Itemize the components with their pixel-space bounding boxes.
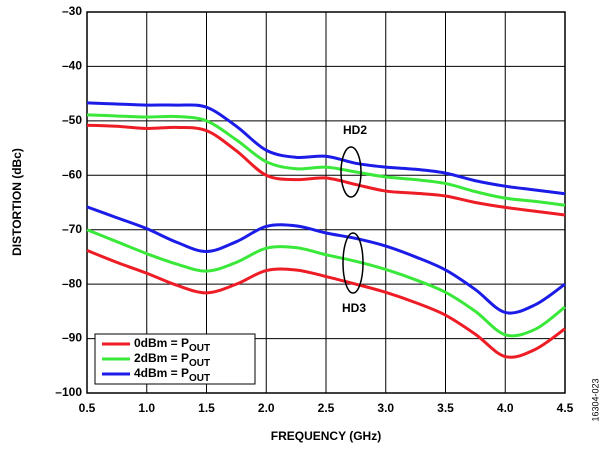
x-tick-label: 2.0 (258, 401, 275, 415)
lines (86, 101, 566, 359)
y-axis-label: DISTORTION (dBc) (10, 148, 24, 256)
series-line (86, 249, 566, 359)
y-tick-label: –60 (62, 167, 82, 181)
x-tick-label: 2.5 (318, 401, 335, 415)
x-tick-label: 3.5 (437, 401, 454, 415)
y-tick-label: –40 (62, 59, 82, 73)
x-tick-label: 0.5 (79, 401, 96, 415)
series-line (86, 113, 566, 207)
series-line (86, 123, 566, 217)
legend-label: 4dBm = POUT (134, 366, 210, 383)
hd2-ellipse (340, 146, 362, 198)
legend-subscript: OUT (189, 343, 210, 354)
y-tick-label: –90 (62, 331, 82, 345)
figure-id: 16304-023 (590, 378, 600, 421)
series-line (86, 228, 566, 338)
y-tick-label: –70 (62, 222, 82, 236)
x-tick-label: 1.0 (138, 401, 155, 415)
hd3-ellipse (342, 232, 364, 294)
y-tick-label: –50 (62, 113, 82, 127)
grid (86, 11, 566, 394)
legend-label: 2dBm = POUT (134, 351, 210, 368)
x-axis-label: FREQUENCY (GHz) (271, 429, 381, 443)
y-tick-label: –30 (62, 4, 82, 18)
x-tick-label: 4.5 (557, 401, 574, 415)
legend-name: 0dBm = P (134, 336, 189, 350)
plot-frame (86, 11, 566, 394)
legend-label: 0dBm = POUT (134, 336, 210, 353)
legend-subscript: OUT (189, 358, 210, 369)
annotation: HD2 (343, 123, 367, 137)
annotation: HD3 (342, 301, 366, 315)
legend-name: 2dBm = P (134, 351, 189, 365)
x-tick-label: 3.0 (377, 401, 394, 415)
x-tick-label: 1.5 (198, 401, 215, 415)
series-line (86, 205, 566, 315)
series-line (86, 101, 566, 196)
y-tick-label: –80 (62, 276, 82, 290)
x-tick-label: 4.0 (497, 401, 514, 415)
legend-subscript: OUT (189, 373, 210, 384)
y-tick-label: –100 (55, 385, 82, 399)
legend-name: 4dBm = P (134, 366, 189, 380)
